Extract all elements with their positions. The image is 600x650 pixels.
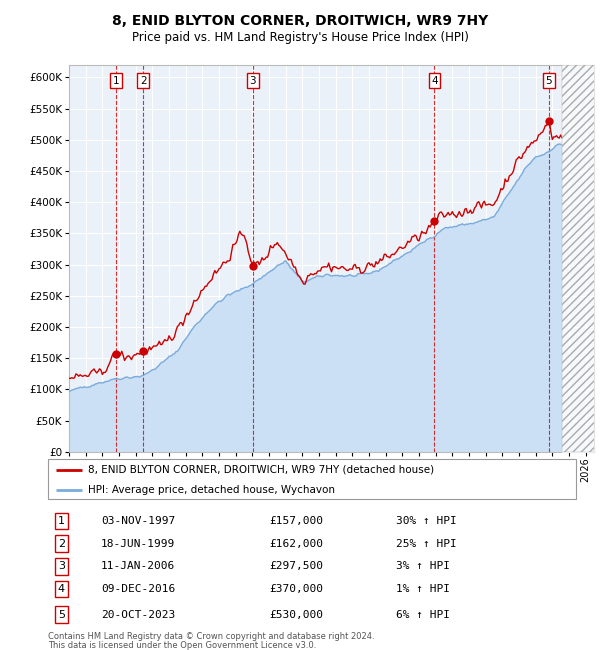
- Text: 4: 4: [58, 584, 65, 594]
- Text: 3: 3: [58, 562, 65, 571]
- Text: HPI: Average price, detached house, Wychavon: HPI: Average price, detached house, Wych…: [88, 484, 335, 495]
- Text: 4: 4: [431, 75, 438, 86]
- Text: 18-JUN-1999: 18-JUN-1999: [101, 539, 175, 549]
- Text: 3: 3: [250, 75, 256, 86]
- Text: 2: 2: [58, 539, 65, 549]
- Text: 8, ENID BLYTON CORNER, DROITWICH, WR9 7HY: 8, ENID BLYTON CORNER, DROITWICH, WR9 7H…: [112, 14, 488, 29]
- FancyBboxPatch shape: [48, 459, 576, 499]
- Text: 5: 5: [58, 610, 65, 619]
- Text: 1: 1: [58, 516, 65, 526]
- Text: 03-NOV-1997: 03-NOV-1997: [101, 516, 175, 526]
- Text: 6% ↑ HPI: 6% ↑ HPI: [397, 610, 451, 619]
- Text: 1% ↑ HPI: 1% ↑ HPI: [397, 584, 451, 594]
- Text: 3% ↑ HPI: 3% ↑ HPI: [397, 562, 451, 571]
- Text: £370,000: £370,000: [270, 584, 324, 594]
- Text: This data is licensed under the Open Government Licence v3.0.: This data is licensed under the Open Gov…: [48, 641, 316, 650]
- Text: 11-JAN-2006: 11-JAN-2006: [101, 562, 175, 571]
- Text: 2: 2: [140, 75, 146, 86]
- Text: 20-OCT-2023: 20-OCT-2023: [101, 610, 175, 619]
- Text: Contains HM Land Registry data © Crown copyright and database right 2024.: Contains HM Land Registry data © Crown c…: [48, 632, 374, 641]
- Text: £297,500: £297,500: [270, 562, 324, 571]
- Text: 25% ↑ HPI: 25% ↑ HPI: [397, 539, 457, 549]
- Text: 30% ↑ HPI: 30% ↑ HPI: [397, 516, 457, 526]
- Text: 09-DEC-2016: 09-DEC-2016: [101, 584, 175, 594]
- Text: 5: 5: [545, 75, 553, 86]
- Text: £530,000: £530,000: [270, 610, 324, 619]
- Text: £157,000: £157,000: [270, 516, 324, 526]
- Text: 1: 1: [113, 75, 119, 86]
- Bar: [562, 65, 600, 452]
- Text: £162,000: £162,000: [270, 539, 324, 549]
- Text: Price paid vs. HM Land Registry's House Price Index (HPI): Price paid vs. HM Land Registry's House …: [131, 31, 469, 44]
- Text: 8, ENID BLYTON CORNER, DROITWICH, WR9 7HY (detached house): 8, ENID BLYTON CORNER, DROITWICH, WR9 7H…: [88, 465, 434, 474]
